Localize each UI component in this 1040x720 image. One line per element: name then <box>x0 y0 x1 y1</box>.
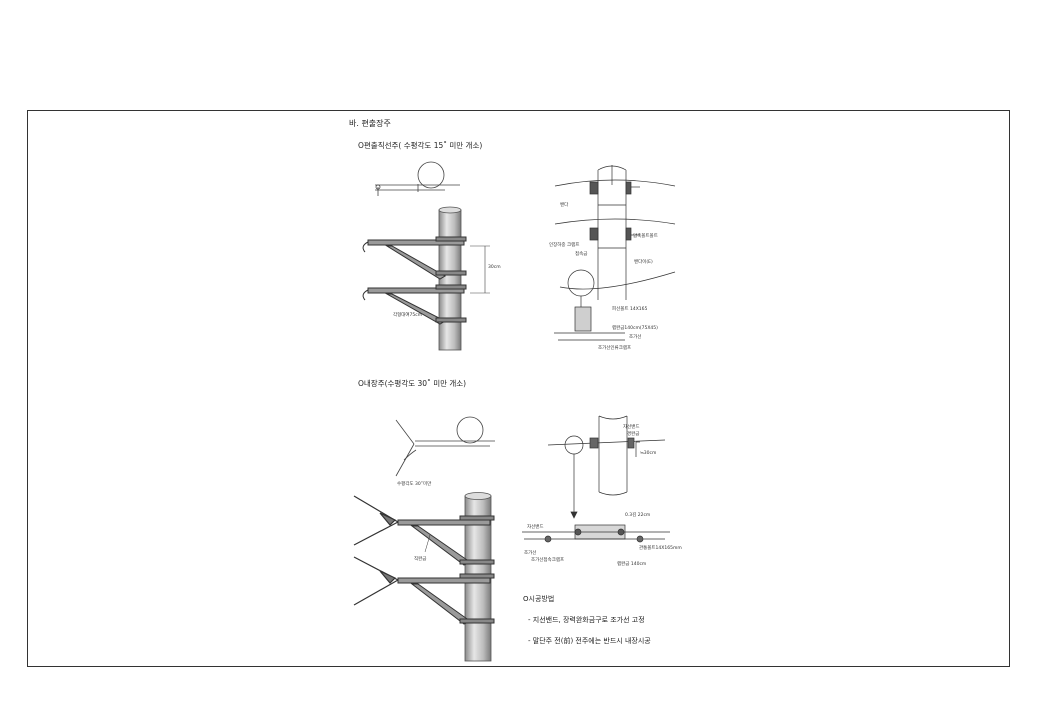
insulator-clamp-label: 인장하중 크램프 <box>549 243 580 248</box>
guy-wire-label: 조가선 <box>629 335 642 340</box>
band-right-label: 밴다이(E) <box>634 260 653 265</box>
angle-metal-label: 랩완금140cm(75X45) <box>612 326 658 331</box>
section-title: 바. 편출장주 <box>349 119 391 128</box>
subsection-deadend-pole: O내장주(수평각도 30˚ 미만 개소) <box>358 379 467 388</box>
join-metal-label: 접속금 <box>575 252 588 257</box>
angle-note-label: 수평각도 30˚미만 <box>397 482 432 487</box>
subsection-straight-offset-pole: O편출직선주( 수평각도 15˚ 미만 개소) <box>358 141 483 150</box>
dim-30cm-label: 30cm <box>488 265 501 270</box>
tension-clamp-label: 경완금 <box>627 432 640 437</box>
method-item-1: - 지선밴드, 장력완화금구로 조가선 고정 <box>528 616 645 624</box>
angle-bracket-label: 각형대여75cm <box>393 313 423 318</box>
method-title: O시공방법 <box>523 595 555 603</box>
len-22cm-label: 0.3김 22cm <box>625 513 651 518</box>
bolt-bottom-label: 관통볼트14X165mm <box>639 546 682 551</box>
wire-band-label: 자선밴드 <box>623 425 640 430</box>
wire-band-left-label: 자선밴드 <box>527 525 544 530</box>
method-item-2: - 말단주 전(前) 전주에는 반드시 내장시공 <box>528 637 651 645</box>
dim-30cm-bottom-label: ≒30cm <box>640 451 657 456</box>
band-label: 밴다 <box>560 203 569 208</box>
compression-bolt-label: 압축볼트볼트 <box>633 234 658 239</box>
bracket-label: 직완금 <box>414 557 427 562</box>
angle-metal-bottom-label: 랩완금 140cm <box>617 562 647 567</box>
guy-clamp-label: 조가선인류크램프 <box>598 346 632 351</box>
drawing-frame <box>27 110 1010 667</box>
bolt-label: 피선볼트 14X165 <box>612 307 648 312</box>
guy-clamp-bottom-label: 조가선접속크램프 <box>531 558 565 563</box>
guy-left-label: 조가선 <box>524 551 537 556</box>
